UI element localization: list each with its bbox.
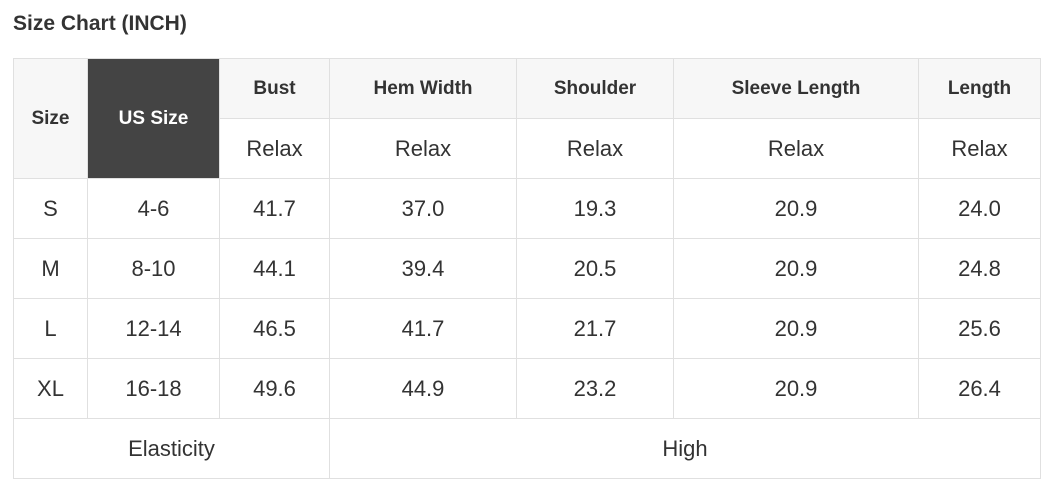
us-size-cell: 8-10 (87, 238, 220, 299)
header-bust: Bust (219, 58, 330, 119)
measurement-cell: 24.8 (918, 238, 1041, 299)
page-title: Size Chart (INCH) (13, 12, 187, 35)
size-chart-table: Size US Size Bust Hem Width Shoulder Sle… (13, 58, 1041, 479)
header-size: Size (13, 58, 88, 179)
measurement-cell: 20.5 (516, 238, 674, 299)
fit-cell: Relax (219, 118, 330, 179)
measurement-cell: 41.7 (329, 298, 517, 359)
header-length: Length (918, 58, 1041, 119)
measurement-cell: 44.9 (329, 358, 517, 419)
fit-cell: Relax (329, 118, 517, 179)
measurement-cell: 46.5 (219, 298, 330, 359)
elasticity-row: Elasticity High (13, 418, 1041, 479)
size-cell: XL (13, 358, 88, 419)
table-row: L 12-14 46.5 41.7 21.7 20.9 25.6 (13, 298, 1041, 359)
header-shoulder: Shoulder (516, 58, 674, 119)
elasticity-value: High (329, 418, 1041, 479)
measurement-cell: 37.0 (329, 178, 517, 239)
measurement-cell: 19.3 (516, 178, 674, 239)
measurement-cell: 25.6 (918, 298, 1041, 359)
measurement-cell: 23.2 (516, 358, 674, 419)
measurement-cell: 41.7 (219, 178, 330, 239)
measurement-cell: 20.9 (673, 178, 919, 239)
measurement-cell: 44.1 (219, 238, 330, 299)
measurement-cell: 20.9 (673, 238, 919, 299)
elasticity-label: Elasticity (13, 418, 330, 479)
measurement-cell: 21.7 (516, 298, 674, 359)
header-us-size: US Size (87, 58, 220, 179)
header-row: Size US Size Bust Hem Width Shoulder Sle… (13, 58, 1041, 179)
us-size-cell: 16-18 (87, 358, 220, 419)
table-row: M 8-10 44.1 39.4 20.5 20.9 24.8 (13, 238, 1041, 299)
measurement-cell: 24.0 (918, 178, 1041, 239)
header-hem-width: Hem Width (329, 58, 517, 119)
table-row: S 4-6 41.7 37.0 19.3 20.9 24.0 (13, 178, 1041, 239)
measurement-cell: 26.4 (918, 358, 1041, 419)
fit-cell: Relax (918, 118, 1041, 179)
us-size-cell: 4-6 (87, 178, 220, 239)
size-cell: M (13, 238, 88, 299)
size-cell: L (13, 298, 88, 359)
measurement-cell: 49.6 (219, 358, 330, 419)
table-row: XL 16-18 49.6 44.9 23.2 20.9 26.4 (13, 358, 1041, 419)
measurement-cell: 20.9 (673, 298, 919, 359)
fit-cell: Relax (516, 118, 674, 179)
us-size-cell: 12-14 (87, 298, 220, 359)
fit-cell: Relax (673, 118, 919, 179)
size-cell: S (13, 178, 88, 239)
measurement-cell: 20.9 (673, 358, 919, 419)
header-sleeve-length: Sleeve Length (673, 58, 919, 119)
measurement-cell: 39.4 (329, 238, 517, 299)
